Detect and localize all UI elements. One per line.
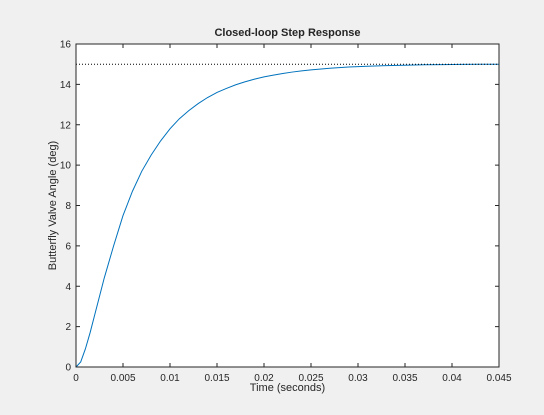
chart-title: Closed-loop Step Response [214, 27, 360, 39]
y-tick-label: 8 [65, 201, 71, 212]
x-tick-label: 0 [73, 373, 79, 384]
x-axis-ticks: 0 0.005 0.01 0.015 0.02 0.025 0.03 0.035 0.04 0.0… [73, 44, 512, 384]
step-response-line [75, 63, 500, 368]
x-tick-label: 0.01 [160, 373, 180, 384]
y-tick-label: 14 [60, 80, 72, 91]
x-tick-label: 0.035 [392, 373, 417, 384]
x-tick-label: 0.045 [486, 373, 511, 384]
y-tick-label: 4 [65, 282, 71, 293]
series-layer [75, 63, 500, 368]
x-tick-label: 0.04 [442, 373, 462, 384]
y-tick-label: 10 [60, 161, 72, 172]
y-tick-label: 2 [65, 322, 71, 333]
axes-background [76, 44, 499, 367]
x-tick-label: 0.005 [110, 373, 135, 384]
y-tick-label: 6 [65, 241, 71, 252]
y-tick-label: 12 [60, 120, 72, 131]
x-tick-label: 0.02 [254, 373, 274, 384]
y-tick-label: 0 [65, 363, 71, 374]
x-tick-label: 0.025 [298, 373, 323, 384]
y-axis-ticks: 0 2 4 6 8 10 12 14 16 [60, 40, 499, 374]
x-tick-label: 0.015 [204, 373, 229, 384]
x-tick-label: 0.03 [348, 373, 368, 384]
x-axis-label: Time (seconds) [250, 382, 325, 394]
y-tick-label: 16 [60, 40, 72, 51]
y-axis-label: Butterfly Valve Angle (deg) [47, 141, 59, 270]
